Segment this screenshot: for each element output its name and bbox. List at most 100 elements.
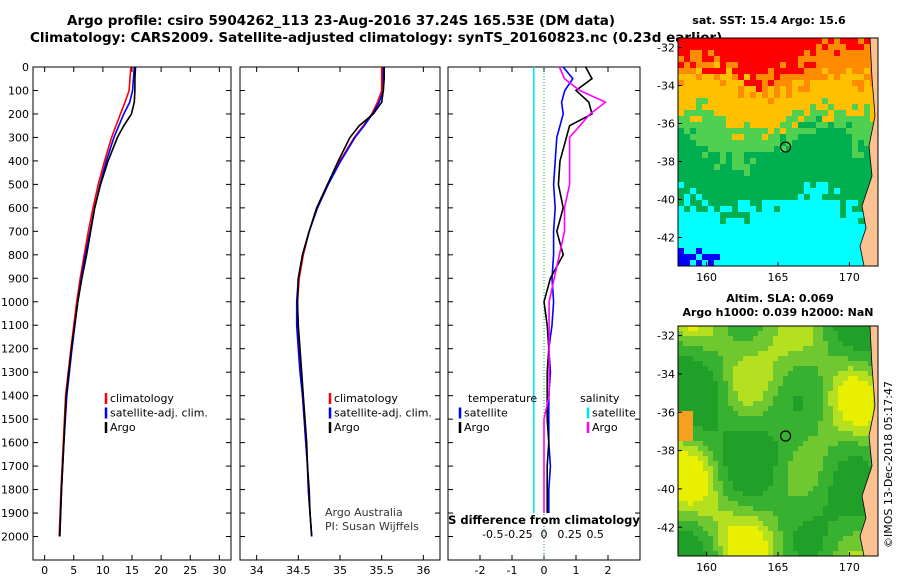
- sla-map-cell: [848, 351, 854, 357]
- sla-map-cell: [808, 411, 814, 417]
- sst-map-cell: [798, 98, 805, 105]
- sst-map-cell: [774, 260, 781, 267]
- sst-map-cell: [678, 86, 685, 93]
- sst-map-cell: [684, 158, 691, 165]
- sst-map-cell: [732, 62, 739, 69]
- sla-map-cell: [813, 381, 819, 387]
- sla-map-cell: [848, 546, 854, 552]
- sla-map-cell: [763, 541, 769, 547]
- sst-map-cell: [684, 104, 691, 111]
- sla-map-cell: [738, 456, 744, 462]
- sst-map-cell: [780, 260, 787, 267]
- sla-map-cell: [793, 396, 799, 402]
- sla-map-cell: [798, 361, 804, 367]
- sla-map-cell: [828, 376, 834, 382]
- sst-map-cell: [762, 152, 769, 159]
- sla-map-cell: [823, 421, 829, 427]
- sla-map-cell: [823, 501, 829, 507]
- sla-map-cell: [783, 541, 789, 547]
- sst-map-cell: [696, 224, 703, 231]
- sst-map-cell: [684, 170, 691, 177]
- sst-map-cell: [828, 122, 835, 129]
- sla-map-cell: [783, 551, 789, 557]
- sla-map-cell: [758, 361, 764, 367]
- sst-map-cell: [774, 122, 781, 129]
- sst-map-cell: [840, 260, 847, 267]
- sla-map-cell: [758, 471, 764, 477]
- sst-map-cell: [756, 260, 763, 267]
- sla-map-cell: [723, 516, 729, 522]
- sla-map-cell: [768, 406, 774, 412]
- sla-map-cell: [838, 416, 844, 422]
- sla-map-cell: [863, 351, 869, 357]
- sla-map-cell: [768, 496, 774, 502]
- sst-map-cell: [798, 242, 805, 249]
- sst-map-cell: [774, 146, 781, 153]
- sla-map-cell: [768, 381, 774, 387]
- sla-map-cell: [793, 411, 799, 417]
- sla-map-cell: [808, 351, 814, 357]
- sla-map-cell: [728, 531, 734, 537]
- sst-map-cell: [798, 86, 805, 93]
- sla-map-cell: [708, 526, 714, 532]
- sst-map-cell: [798, 260, 805, 267]
- sla-map-cell: [818, 521, 824, 527]
- sla-map-cell: [818, 376, 824, 382]
- sst-map-cell: [804, 230, 811, 237]
- sla-map-cell: [723, 441, 729, 447]
- sla-map-cell: [798, 386, 804, 392]
- sst-map-cell: [840, 80, 847, 87]
- sla-map-cell: [713, 416, 719, 422]
- sla-map-cell: [758, 416, 764, 422]
- sst-map-cell: [726, 236, 733, 243]
- sst-map-cell: [744, 110, 751, 117]
- sla-map-cell: [828, 341, 834, 347]
- sla-map-cell: [683, 376, 689, 382]
- sla-map-cell: [778, 486, 784, 492]
- sst-map-cell: [798, 56, 805, 63]
- sst-map-cell: [768, 62, 775, 69]
- sla-map-cell: [833, 381, 839, 387]
- sla-map-cell: [678, 456, 684, 462]
- sla-map-cell: [743, 546, 749, 552]
- sla-map-cell: [698, 456, 704, 462]
- sst-map-cell: [702, 254, 709, 261]
- sla-map-cell: [728, 386, 734, 392]
- sst-map-cell: [798, 122, 805, 129]
- sla-map-cell: [688, 396, 694, 402]
- sst-map-cell: [822, 110, 829, 117]
- sla-map-cell: [723, 471, 729, 477]
- sla-map-cell: [683, 366, 689, 372]
- sla-map-cell: [708, 341, 714, 347]
- sla-map-cell: [708, 506, 714, 512]
- sst-map-cell: [762, 98, 769, 105]
- sla-map-cell: [753, 426, 759, 432]
- sla-map-cell: [793, 436, 799, 442]
- sla-map-cell: [788, 446, 794, 452]
- sst-map-cell: [846, 134, 853, 141]
- sla-map-cell: [823, 451, 829, 457]
- sla-map-cell: [743, 536, 749, 542]
- sst-map-cell: [798, 92, 805, 99]
- sla-map-cell: [733, 411, 739, 417]
- sla-map-cell: [748, 546, 754, 552]
- salinity-panel: 3434.53535.536salinityclimatologysatelli…: [239, 66, 441, 580]
- sst-map-cell: [786, 164, 793, 171]
- sla-map-cell: [823, 541, 829, 547]
- sla-map-cell: [678, 411, 684, 417]
- sst-map-cell: [840, 170, 847, 177]
- sla-map-cell: [723, 511, 729, 517]
- sst-map-cell: [774, 110, 781, 117]
- sla-map-cell: [678, 436, 684, 442]
- sst-map-cell: [834, 176, 841, 183]
- sla-map-cell: [778, 511, 784, 517]
- sla-map-cell: [708, 486, 714, 492]
- sst-map-cell: [684, 62, 691, 69]
- sla-map-cell: [733, 476, 739, 482]
- sst-map-cell: [852, 182, 859, 189]
- sla-map-cell: [768, 486, 774, 492]
- sst-map-cell: [810, 152, 817, 159]
- sla-map-cell: [853, 541, 859, 547]
- sla-map-cell: [703, 481, 709, 487]
- sla-map-cell: [753, 446, 759, 452]
